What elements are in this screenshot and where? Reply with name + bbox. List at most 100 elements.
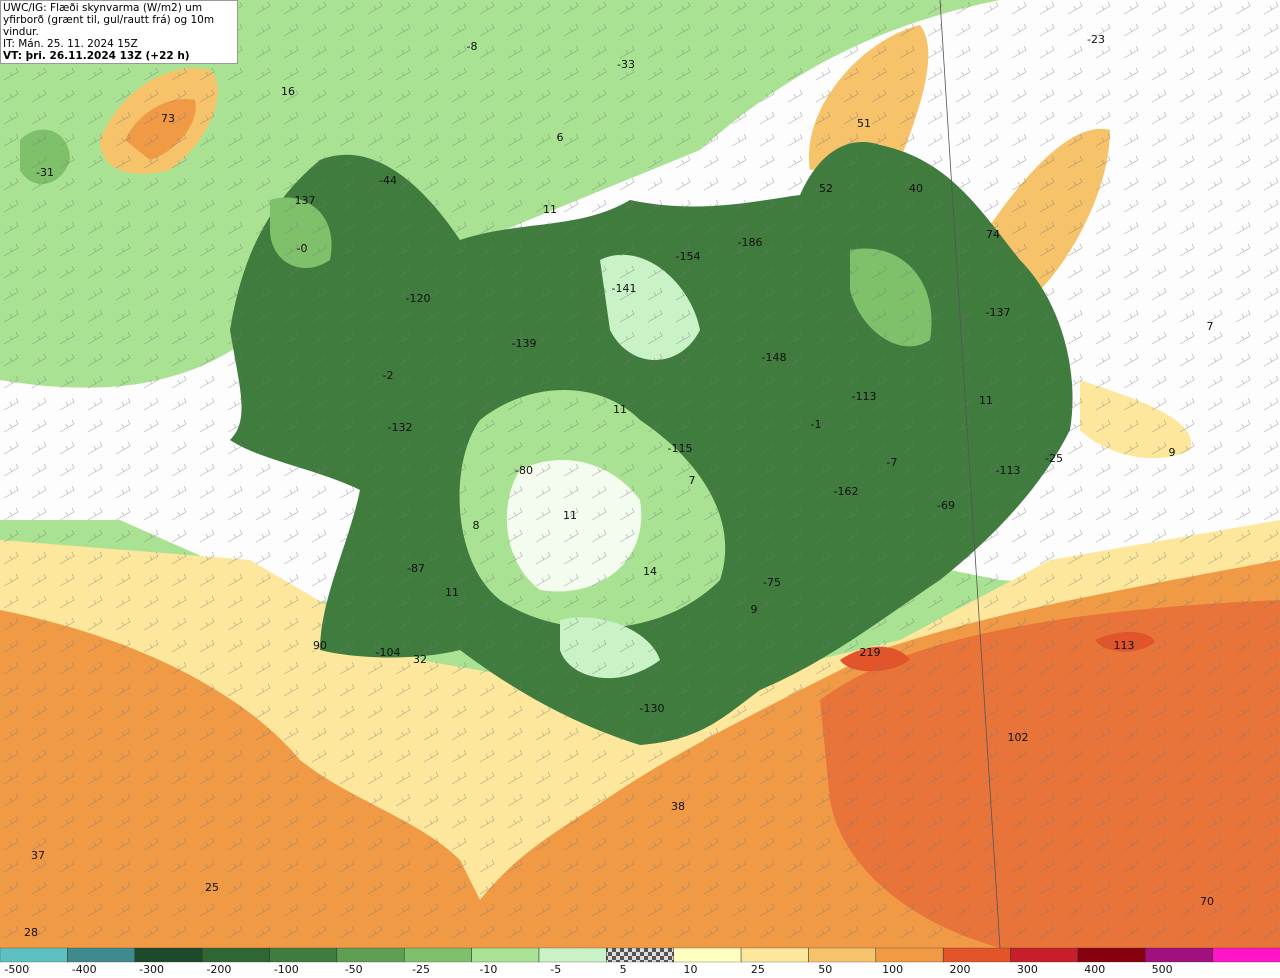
map-value: 14	[643, 565, 657, 578]
map-value: -87	[407, 562, 425, 575]
colorbar-swatch	[471, 947, 540, 963]
colorbar-swatch	[808, 947, 877, 963]
colorbar-swatch	[404, 947, 473, 963]
map-value: -162	[834, 485, 859, 498]
map-value: 40	[909, 182, 923, 195]
colorbar-swatch	[201, 947, 271, 963]
colorbar-swatch	[606, 947, 675, 963]
map-value: 37	[31, 849, 45, 862]
map-value: -139	[512, 337, 537, 350]
map-value: -0	[297, 242, 308, 255]
map-value: -130	[640, 702, 665, 715]
map-value: 74	[986, 228, 1000, 241]
header-line: UWC/IG: Flæði skynvarma (W/m2) um	[3, 2, 203, 14]
map-value: 113	[1114, 639, 1135, 652]
colorbar-swatch	[67, 947, 136, 963]
colorbar-label: 300	[1017, 963, 1038, 976]
colorbar-swatch	[538, 947, 607, 963]
map-value: 70	[1200, 895, 1214, 908]
map-value: 90	[313, 639, 327, 652]
colorbar-swatch	[1077, 947, 1146, 963]
colorbar-label: 100	[882, 963, 903, 976]
map-value: -104	[376, 646, 401, 659]
map-value: -113	[996, 464, 1021, 477]
colorbar-swatch	[875, 947, 944, 963]
colorbar-label: -200	[206, 963, 231, 976]
colorbar-label: -300	[139, 963, 164, 976]
map-value: -132	[388, 421, 413, 434]
colorbar-swatch	[336, 947, 405, 963]
colorbar-swatch	[1212, 947, 1280, 963]
colorbar-swatch	[134, 947, 203, 963]
colorbar-label: -10	[479, 963, 497, 976]
colorbar-label: -50	[345, 963, 363, 976]
map-value: -75	[763, 576, 781, 589]
header-line: VT: þri. 26.11.2024 13Z (+22 h)	[3, 50, 190, 62]
map-value: 8	[473, 519, 480, 532]
colorbar-label: -500	[4, 963, 29, 976]
colorbar-label: -400	[72, 963, 97, 976]
map-value: 51	[857, 117, 871, 130]
map-value: -115	[668, 442, 693, 455]
colorbar-swatch	[1145, 947, 1214, 963]
map-value: -186	[738, 236, 763, 249]
map-value: -8	[467, 40, 478, 53]
map-value: 102	[1008, 731, 1029, 744]
map-value: 7	[689, 474, 696, 487]
map-value: -137	[986, 306, 1011, 319]
map-value: -44	[379, 174, 397, 187]
map-value: -120	[406, 292, 431, 305]
map-value: -23	[1087, 33, 1105, 46]
colorbar-swatch	[1010, 947, 1079, 963]
map-value: 38	[671, 800, 685, 813]
map-value: 11	[445, 586, 459, 599]
colorbar-label: 10	[684, 963, 698, 976]
map-value: -148	[762, 351, 787, 364]
map-value: 25	[205, 881, 219, 894]
map-value: -1	[811, 418, 822, 431]
map-value: -33	[617, 58, 635, 71]
map-value: -141	[612, 282, 637, 295]
colorbar-swatch	[673, 947, 742, 963]
map-value: 11	[543, 203, 557, 216]
colorbar: -500 -400 -300 -200 -100 -50 -25 -10 -5 5 10 25 50 10…	[0, 947, 1280, 976]
header: UWC/IG: Flæði skynvarma (W/m2) um yfirbo…	[0, 0, 238, 64]
colorbar-label: 500	[1152, 963, 1173, 976]
colorbar-label: 50	[818, 963, 832, 976]
map-value: -113	[852, 390, 877, 403]
map-value: 11	[563, 509, 577, 522]
map-field	[0, 0, 1280, 948]
wind-barbs	[0, 0, 1280, 948]
colorbar-label: 25	[751, 963, 765, 976]
map-value: 11	[979, 394, 993, 407]
colorbar-swatch	[269, 947, 338, 963]
map-value: 9	[751, 603, 758, 616]
map-value: -7	[887, 456, 898, 469]
map-value: -2	[383, 369, 394, 382]
colorbar-label: -5	[550, 963, 561, 976]
meridian	[939, 0, 1001, 948]
map-value: 73	[161, 112, 175, 125]
map-value: 16	[281, 85, 295, 98]
colorbar-label: 5	[620, 963, 627, 976]
map-value: 28	[24, 926, 38, 939]
colorbar-label: 400	[1084, 963, 1105, 976]
map-value: 6	[557, 131, 564, 144]
map-value: -154	[676, 250, 701, 263]
map-labels: 73 16 -31 -8 -33 -23 6 51 52 40 74 11 -44 137 -0 -186 -1…	[24, 33, 1214, 939]
map-value: 11	[613, 403, 627, 416]
map-value: 32	[413, 653, 427, 666]
header-line: yfirborð (grænt til, gul/rautt frá) og 1…	[3, 14, 215, 38]
map-value: 219	[860, 646, 881, 659]
map-value: -25	[1045, 452, 1063, 465]
colorbar-swatch	[943, 947, 1012, 963]
map-value: -31	[36, 166, 54, 179]
colorbar-swatch	[0, 947, 69, 963]
colorbar-label: -100	[274, 963, 299, 976]
map-value: 137	[295, 194, 316, 207]
colorbar-label: 200	[950, 963, 971, 976]
colorbar-label: -25	[412, 963, 430, 976]
map-value: 52	[819, 182, 833, 195]
